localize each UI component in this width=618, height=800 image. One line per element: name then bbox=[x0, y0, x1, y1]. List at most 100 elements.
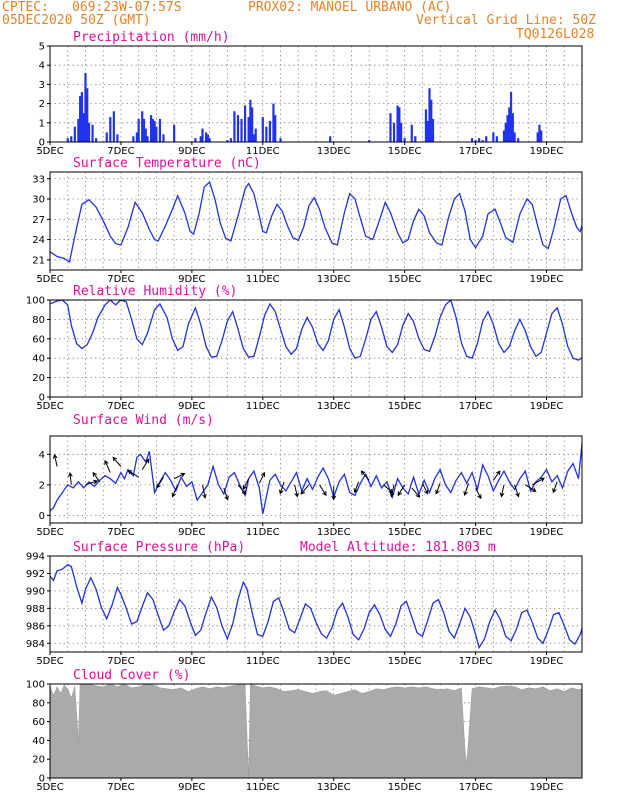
x-tick-label: 9DEC bbox=[178, 527, 205, 538]
y-tick-label: 986 bbox=[26, 621, 45, 632]
precip-bar bbox=[536, 132, 539, 142]
y-tick-label: 33 bbox=[32, 174, 45, 185]
wind-arrow bbox=[127, 470, 139, 478]
precip-bar bbox=[226, 140, 229, 142]
header-run: 05DEC2020 50Z (GMT) bbox=[2, 13, 151, 28]
precip-bar bbox=[229, 138, 232, 142]
wind-arrow bbox=[279, 481, 285, 495]
cloud-area bbox=[50, 684, 582, 778]
x-tick-label: 19DEC bbox=[530, 274, 564, 285]
humidity-panel: 0 20 40 60 80 100 5DEC 7DEC 9DEC 11DEC 13DEC 15DEC 1… bbox=[26, 284, 583, 412]
humidity-title: Relative Humidity (%) bbox=[73, 284, 237, 299]
x-tick-label: 5DEC bbox=[36, 401, 63, 412]
precip-bar bbox=[201, 128, 204, 142]
precip-bar bbox=[431, 118, 435, 142]
y-tick-label: 4 bbox=[39, 61, 45, 72]
precip-bar bbox=[502, 130, 506, 142]
precip-bar bbox=[84, 72, 87, 142]
wind-arrow bbox=[514, 484, 520, 498]
x-tick-label: 11DEC bbox=[246, 146, 280, 157]
x-tick-label: 7DEC bbox=[107, 782, 134, 793]
precip-bar bbox=[506, 115, 509, 142]
precip-bar bbox=[279, 138, 282, 142]
precip-bar bbox=[251, 107, 254, 142]
precip-bar bbox=[265, 126, 268, 142]
precip-bar bbox=[146, 136, 149, 142]
precip-bar bbox=[428, 88, 431, 142]
precip-bar bbox=[400, 122, 403, 142]
x-tick-label: 7DEC bbox=[107, 146, 134, 157]
x-tick-label: 13DEC bbox=[317, 274, 351, 285]
precip-bar bbox=[513, 132, 516, 142]
y-tick-label: 27 bbox=[32, 215, 45, 226]
x-tick-label: 5DEC bbox=[36, 527, 63, 538]
precip-bar bbox=[132, 136, 135, 142]
y-tick-label: 40 bbox=[32, 354, 45, 365]
x-tick-label: 17DEC bbox=[459, 274, 493, 285]
x-tick-label: 13DEC bbox=[317, 656, 351, 667]
y-tick-label: 1 bbox=[39, 118, 45, 129]
precip-bar bbox=[86, 88, 89, 142]
precip-bar bbox=[236, 115, 240, 142]
wind-arrow bbox=[171, 484, 179, 498]
humidity-line bbox=[50, 300, 582, 361]
precip-bar bbox=[135, 132, 138, 142]
y-tick-label: 100 bbox=[26, 680, 45, 691]
x-tick-label: 5DEC bbox=[36, 782, 63, 793]
temperature-title: Surface Temperature (nC) bbox=[73, 156, 261, 171]
y-tick-label: 100 bbox=[26, 296, 45, 307]
precip-bar bbox=[151, 118, 154, 142]
y-tick-label: 24 bbox=[32, 235, 45, 246]
wind-arrow bbox=[300, 484, 310, 495]
precip-bar bbox=[243, 105, 247, 142]
wind-arrow bbox=[389, 484, 395, 498]
y-tick-label: 60 bbox=[32, 717, 45, 728]
precip-bar bbox=[368, 140, 371, 142]
wind-arrow bbox=[104, 459, 111, 473]
precip-bar bbox=[509, 92, 513, 142]
x-tick-label: 19DEC bbox=[530, 782, 564, 793]
wind-arrow bbox=[435, 483, 441, 495]
precip-bar bbox=[247, 117, 250, 142]
x-tick-label: 15DEC bbox=[388, 656, 422, 667]
precip-bar bbox=[142, 118, 146, 142]
precip-bar bbox=[116, 134, 119, 142]
precip-bar bbox=[233, 111, 236, 142]
precip-bar bbox=[66, 138, 69, 142]
precip-bar bbox=[414, 136, 417, 142]
precip-bar bbox=[82, 113, 85, 142]
precip-bar bbox=[470, 138, 474, 142]
precip-bar bbox=[105, 132, 108, 142]
precip-bar bbox=[398, 107, 401, 142]
pressure-title: Surface Pressure (hPa) bbox=[73, 540, 245, 555]
y-tick-label: 2 bbox=[39, 99, 45, 110]
wind-frame bbox=[49, 435, 583, 524]
x-tick-label: 9DEC bbox=[178, 782, 205, 793]
temperature-line bbox=[50, 180, 582, 263]
wind-arrow bbox=[141, 458, 150, 470]
precip-bar bbox=[474, 140, 477, 142]
x-tick-label: 5DEC bbox=[36, 656, 63, 667]
pressure-line bbox=[50, 563, 582, 650]
pressure-frame bbox=[49, 555, 583, 653]
y-tick-label: 60 bbox=[32, 334, 45, 345]
wind-grid bbox=[49, 436, 583, 523]
humidity-data bbox=[50, 300, 582, 361]
x-tick-label: 17DEC bbox=[459, 146, 493, 157]
y-tick-label: 3 bbox=[39, 80, 45, 91]
wind-arrow bbox=[360, 470, 370, 481]
wind-arrow bbox=[223, 487, 229, 501]
precip-bar bbox=[424, 109, 428, 142]
precip-bar bbox=[249, 99, 252, 142]
precip-bar bbox=[141, 111, 144, 142]
wind-arrow bbox=[85, 479, 99, 486]
header-location: PROX02: MANOEL URBANO (AC) bbox=[248, 0, 452, 15]
precipitation-data bbox=[66, 72, 543, 142]
precip-bar bbox=[261, 117, 264, 142]
precip-bar bbox=[137, 118, 140, 142]
header-coords: 069:23W-07:57S bbox=[72, 0, 182, 15]
temperature-panel: 21 24 27 30 33 5DEC 7DEC 9DEC 11DEC 13DEC 15DEC 17D… bbox=[32, 156, 583, 285]
x-tick-label: 19DEC bbox=[530, 146, 564, 157]
wind-arrow bbox=[397, 484, 406, 497]
header-grid-note: Vertical Grid Line: 50Z bbox=[416, 13, 597, 28]
